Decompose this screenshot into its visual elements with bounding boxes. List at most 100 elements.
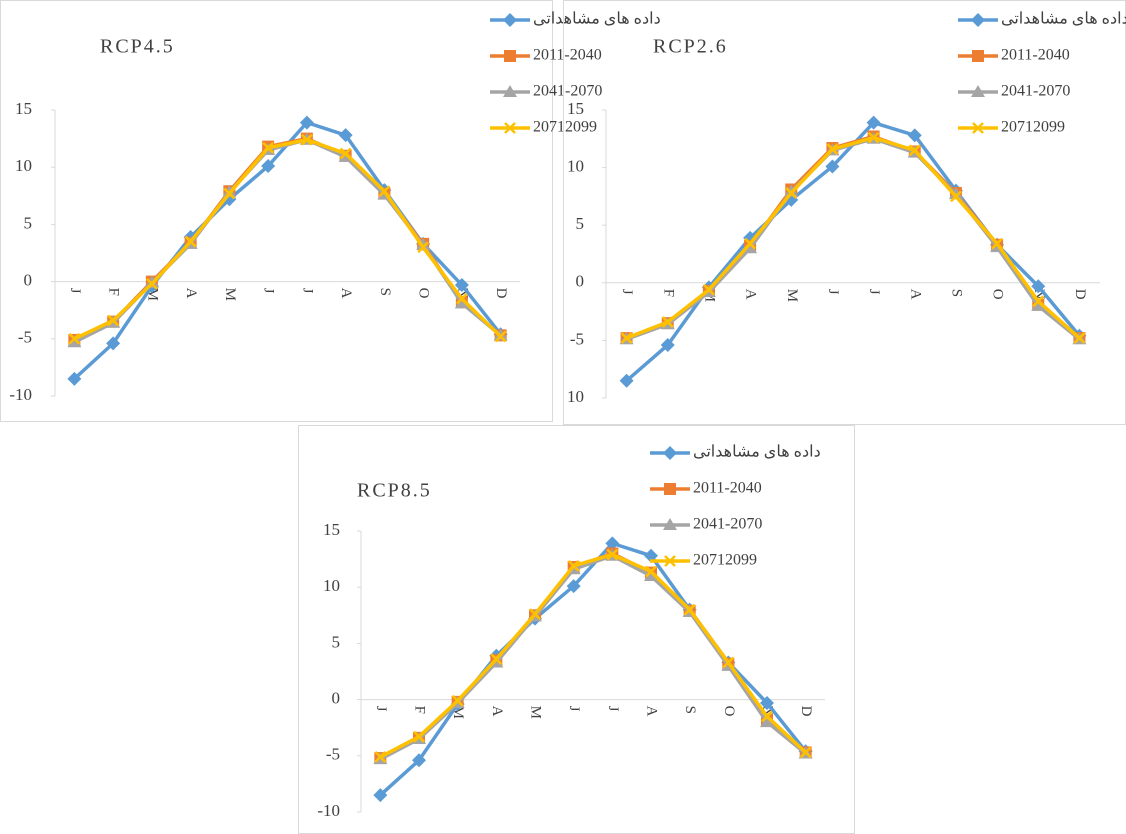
x-tick-label: J [619,289,635,295]
marker [644,568,658,581]
marker [664,483,676,495]
marker [606,548,619,561]
marker [490,653,503,666]
y-tick-label: 15 [15,99,32,118]
y-tick-label: 10 [567,157,584,176]
marker [454,296,469,309]
marker [416,237,431,250]
chart-title: RCP2.6 [653,36,728,58]
marker [826,143,839,156]
marker [373,788,388,803]
marker [378,185,391,198]
marker [645,565,657,578]
legend-label: 20712099 [1001,119,1065,136]
marker [145,278,158,290]
marker [374,751,387,763]
y-tick-label: 5 [24,213,33,232]
marker [760,695,774,710]
x-tick-label: J [566,706,582,712]
x-tick-label: S [948,289,964,297]
y-tick-label: 0 [24,271,33,290]
marker [503,13,517,27]
y-tick-label: 0 [576,272,585,291]
marker [107,314,120,327]
marker [907,128,922,143]
marker [67,335,82,348]
x-tick-label: J [605,706,621,712]
x-tick-label: A [644,706,660,717]
marker [760,715,774,728]
chart-title: RCP8.5 [357,480,432,502]
y-tick-label: 10 [567,387,584,406]
marker [417,241,430,254]
marker [504,122,516,134]
marker [567,559,580,572]
marker [722,656,735,669]
marker [300,133,313,146]
x-tick-label: M [528,706,544,719]
y-tick-label: -5 [326,745,340,764]
y-tick-label: -10 [9,385,32,404]
marker [619,373,634,388]
series-line [379,541,808,797]
y-tick-label: 5 [576,214,585,233]
marker [455,292,468,305]
legend-label: 2041-2070 [1001,83,1070,100]
marker [504,50,516,62]
legend-label: 2011-2040 [693,480,762,497]
y-tick-label: 10 [323,576,340,595]
marker [620,332,633,344]
series-line [73,136,502,342]
marker [299,115,314,130]
marker [68,332,81,345]
x-tick-label: J [299,288,315,294]
x-tick-label: A [489,706,505,717]
marker [454,278,469,293]
marker [908,144,921,157]
x-tick-label: J [261,288,277,294]
marker [451,694,464,707]
marker [67,371,82,386]
series-line [379,552,807,759]
x-tick-label: J [825,289,841,295]
marker [644,548,658,563]
y-tick-label: 0 [332,689,341,708]
marker [338,128,353,143]
y-tick-label: 10 [15,156,32,175]
marker [971,13,985,27]
legend-label: 2041-2070 [533,83,602,100]
marker [1073,332,1086,344]
marker [503,85,517,97]
marker [663,518,677,530]
x-tick-label: N [1031,289,1047,300]
marker [494,330,507,343]
marker [566,579,581,594]
legend-label: 2011-2040 [1001,47,1070,64]
x-tick-label: J [866,289,882,295]
x-tick-label: O [416,288,432,299]
marker [703,283,715,296]
marker [413,730,425,743]
x-tick-label: D [1072,289,1088,300]
marker [948,187,963,200]
marker [106,336,121,351]
marker [799,746,812,759]
chart-title: RCP4.5 [100,36,175,58]
marker [339,147,352,160]
marker [664,555,676,567]
y-tick-label: -10 [317,801,340,820]
legend-label: داده های مشاهداتی [693,444,821,461]
x-tick-label: A [338,288,354,299]
marker [950,190,962,203]
x-tick-label: A [907,289,923,300]
x-tick-label: S [377,288,393,296]
marker [867,131,880,144]
x-tick-label: F [412,706,428,714]
x-tick-label: S [682,706,698,714]
x-tick-label: M [784,289,800,302]
marker [972,122,984,134]
x-tick-label: A [183,288,199,299]
marker [785,187,798,199]
